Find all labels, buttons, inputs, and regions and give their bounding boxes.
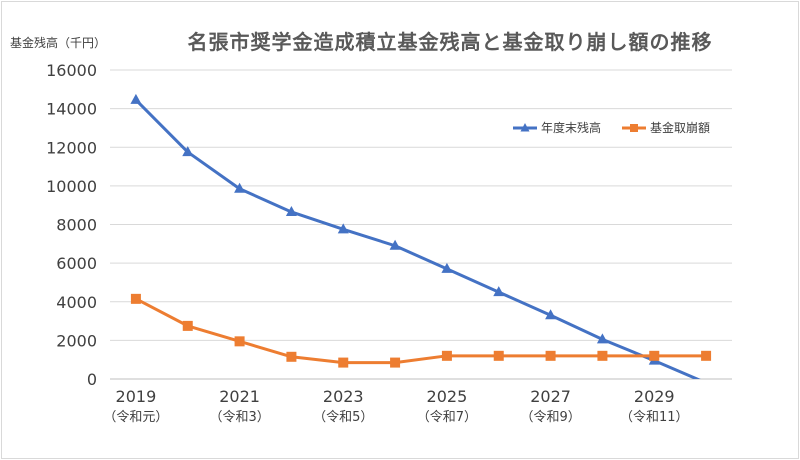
data-point-marker <box>389 239 401 250</box>
y-tick-label: 16000 <box>46 61 97 80</box>
x-tick-label: 2029 <box>634 387 675 406</box>
x-tick-era-label: （令和3） <box>209 410 269 425</box>
series-line-1 <box>134 98 701 379</box>
data-point-marker <box>337 223 349 234</box>
data-point-marker <box>597 350 608 361</box>
x-tick-era-label: （令和5） <box>313 410 373 425</box>
x-tick-era-label: （令和7） <box>417 410 477 425</box>
data-point-marker <box>493 350 504 361</box>
series-layer <box>130 93 712 379</box>
data-point-marker <box>545 350 556 361</box>
data-point-marker <box>234 182 246 193</box>
data-point-marker <box>285 205 297 216</box>
data-point-marker <box>286 351 297 362</box>
y-tick-label: 0 <box>87 370 97 389</box>
x-tick-era-label: （令和11） <box>620 410 689 425</box>
x-tick-era-label: （令和元） <box>103 410 168 425</box>
y-tick-label: 2000 <box>56 331 97 350</box>
legend: 年度末残高 基金取崩額 <box>513 120 710 135</box>
x-tick-era-label: （令和9） <box>520 410 580 425</box>
x-tick-label: 2019 <box>116 387 157 406</box>
y-axis-label: 基金残高（千円） <box>10 36 107 50</box>
y-tick-label: 4000 <box>56 293 97 312</box>
legend-marker <box>630 124 638 132</box>
y-tick-label: 14000 <box>46 100 97 119</box>
data-point-marker <box>338 357 349 368</box>
data-point-marker <box>234 336 245 347</box>
data-point-marker <box>390 357 401 368</box>
data-point-marker <box>441 262 453 273</box>
data-point-marker <box>130 93 142 104</box>
y-tick-label: 10000 <box>46 177 97 196</box>
data-point-marker <box>701 350 712 361</box>
y-tick-label: 12000 <box>46 138 97 157</box>
data-point-marker <box>649 350 660 361</box>
legend-marker <box>520 123 530 132</box>
chart-title: 名張市奨学金造成積立基金残高と基金取り崩し額の推移 <box>187 30 713 54</box>
legend-label: 年度末残高 <box>541 120 601 135</box>
x-tick-label: 2027 <box>530 387 571 406</box>
x-tick-labels: 2019 （令和元） 2021 （令和3） 2023 （令和5） 2025 （令和7） 2027… <box>103 387 688 425</box>
data-point-marker <box>130 293 141 304</box>
data-point-marker <box>441 350 452 361</box>
y-tick-label: 8000 <box>56 216 97 235</box>
data-point-marker <box>596 333 608 344</box>
series-line-2 <box>135 297 707 365</box>
data-point-marker <box>182 320 193 331</box>
data-point-marker <box>182 146 194 157</box>
x-tick-label: 2021 <box>219 387 260 406</box>
legend-label: 基金取崩額 <box>650 120 710 135</box>
y-tick-label: 6000 <box>56 254 97 273</box>
gridlines <box>110 69 732 380</box>
data-point-marker <box>493 286 505 297</box>
data-point-marker <box>545 309 557 320</box>
x-tick-label: 2023 <box>323 387 364 406</box>
y-tick-labels: 0 2000 4000 6000 8000 10000 12000 14000 16000 <box>46 61 97 389</box>
x-tick-label: 2025 <box>427 387 468 406</box>
